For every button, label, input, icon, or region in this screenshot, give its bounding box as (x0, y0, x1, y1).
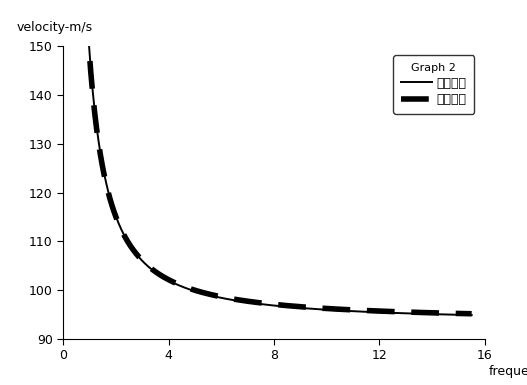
Text: velocity-m/s: velocity-m/s (17, 22, 93, 35)
Legend: 正演曲线, 反演曲线: 正演曲线, 反演曲线 (393, 55, 474, 114)
Text: frequency-Hz: frequency-Hz (489, 365, 527, 378)
